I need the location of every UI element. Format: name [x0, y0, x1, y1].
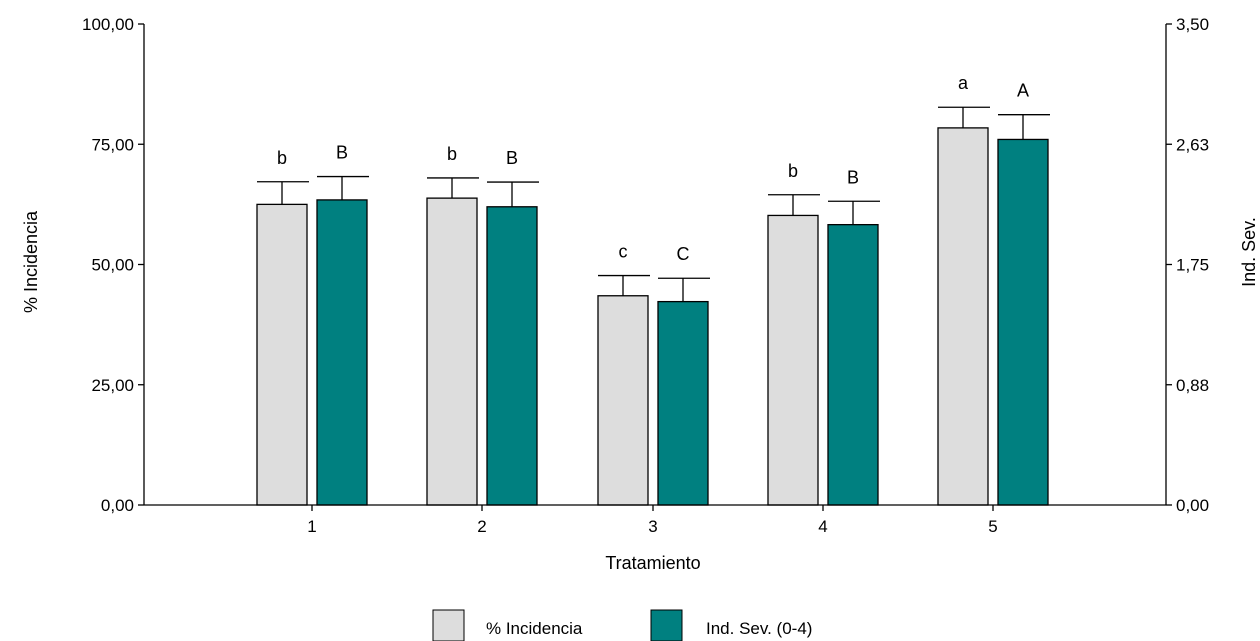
- bars-layer: b b c b a B B C B A: [256, 73, 1050, 506]
- legend-label-severity: Ind. Sev. (0-4): [706, 619, 812, 638]
- bar-incidencia: [256, 203, 308, 506]
- significance-label-severity: B: [506, 148, 518, 168]
- x-tick-label: 5: [988, 517, 997, 536]
- significance-label-incidencia: b: [277, 148, 287, 168]
- x-axis-title: Tratamiento: [605, 553, 700, 573]
- legend-swatch-incidencia: [432, 609, 465, 641]
- significance-label-incidencia: b: [447, 144, 457, 164]
- bar-incidencia: [597, 295, 649, 506]
- x-tick-label: 3: [648, 517, 657, 536]
- y-left-tick-label: 75,00: [91, 135, 134, 154]
- y-right-tick-label: 1,75: [1176, 256, 1209, 275]
- y-right-tick-label: 0,00: [1176, 496, 1209, 515]
- bar-severity: [827, 223, 879, 506]
- y-right-tick-label: 2,63: [1176, 135, 1209, 154]
- y-axis-right-title: Ind. Sev.: [1239, 217, 1259, 287]
- bar-incidencia: [937, 127, 989, 506]
- y-right-tick-label: 3,50: [1176, 15, 1209, 34]
- bar-severity: [657, 300, 709, 506]
- y-left-tick-label: 100,00: [82, 15, 134, 34]
- bar-incidencia: [767, 214, 819, 506]
- y-left-tick-label: 0,00: [101, 496, 134, 515]
- x-tick-label: 1: [307, 517, 316, 536]
- bar-incidencia: [426, 197, 478, 506]
- significance-label-incidencia: c: [619, 242, 628, 262]
- axes-layer: 0,00 25,00 50,00 75,00 100,00 0,00 0,88 1,75 2,6…: [82, 15, 1209, 536]
- y-left-tick-label: 25,00: [91, 376, 134, 395]
- x-tick-label: 4: [818, 517, 827, 536]
- y-axis-left-title: % Incidencia: [21, 210, 41, 313]
- legend-swatch-severity: [650, 609, 683, 641]
- y-left-tick-label: 50,00: [91, 256, 134, 275]
- bar-severity: [316, 199, 368, 506]
- legend: % Incidencia Ind. Sev. (0-4): [432, 609, 812, 641]
- significance-label-severity: B: [847, 167, 859, 187]
- significance-label-severity: B: [336, 143, 348, 163]
- significance-label-severity: C: [677, 244, 690, 264]
- significance-label-incidencia: a: [958, 73, 969, 93]
- bar-severity: [997, 138, 1049, 506]
- bar-severity: [486, 206, 538, 506]
- y-right-tick-label: 0,88: [1176, 376, 1209, 395]
- significance-label-incidencia: b: [788, 161, 798, 181]
- significance-label-severity: A: [1017, 81, 1029, 101]
- legend-label-incidencia: % Incidencia: [486, 619, 583, 638]
- x-tick-label: 2: [477, 517, 486, 536]
